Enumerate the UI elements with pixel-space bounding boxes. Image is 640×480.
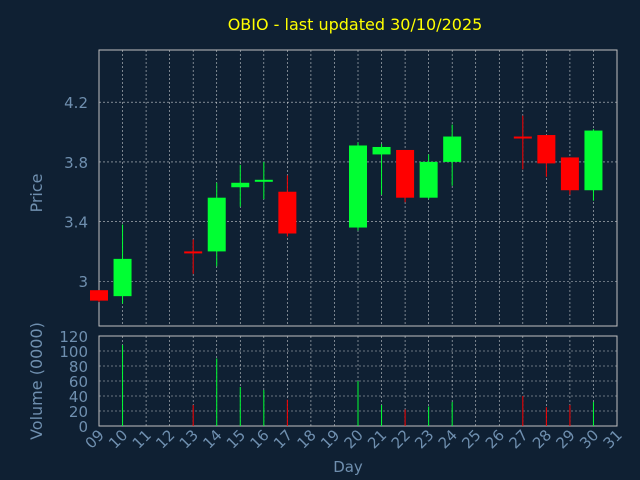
volume-y-tick-label: 120 [59,328,88,346]
volume-axis-label: Volume (0000) [27,322,46,440]
price-y-ticks: 3 3.4 3.8 4.2 [64,94,88,291]
price-axis-label: Price [27,173,46,212]
candle-body [207,197,226,252]
volume-bars [122,345,594,426]
candle [537,135,556,177]
candle [90,290,108,303]
candle-body [372,146,391,155]
price-panel-frame [98,49,618,327]
candle [396,149,415,203]
candle [513,115,532,170]
candle [184,239,203,274]
candle-body [231,182,250,188]
candle [254,161,273,200]
candle [113,224,132,304]
x-ticks: 0910111213141516171819202122232425262728… [82,426,626,452]
price-y-tick-label: 3.4 [64,214,88,232]
candle [560,157,579,195]
candle-body [396,149,415,198]
volume-y-tick-label: 80 [69,358,88,376]
candle-body [90,290,108,301]
candle-body [419,161,438,198]
candle-body [184,251,203,254]
candle-body [584,130,603,191]
candle [443,124,462,186]
candle [207,182,226,267]
x-axis-label: Day [333,458,363,476]
candle-body [537,135,556,164]
candle-body [254,179,273,182]
candle [419,154,438,200]
volume-y-tick-label: 60 [69,373,88,391]
candles [90,115,603,304]
volume-y-tick-label: 20 [69,403,88,421]
price-y-tick-label: 3 [78,273,88,291]
candle [231,164,250,207]
candle-body [349,145,367,228]
candle-body [560,157,579,191]
candle-body [113,258,132,297]
candle-body [443,136,462,162]
candle-body [513,136,532,139]
candle [349,142,367,231]
price-y-tick-label: 4.2 [64,94,88,112]
chart-title: OBIO - last updated 30/10/2025 [228,15,483,34]
volume-y-tick-label: 100 [59,343,88,361]
volume-y-tick-label: 40 [69,388,88,406]
candle-body [278,191,297,234]
candle [584,129,603,201]
price-y-tick-label: 3.8 [64,154,88,172]
candle [372,143,391,195]
volume-y-tick-label: 0 [78,418,88,436]
candle [278,175,297,237]
